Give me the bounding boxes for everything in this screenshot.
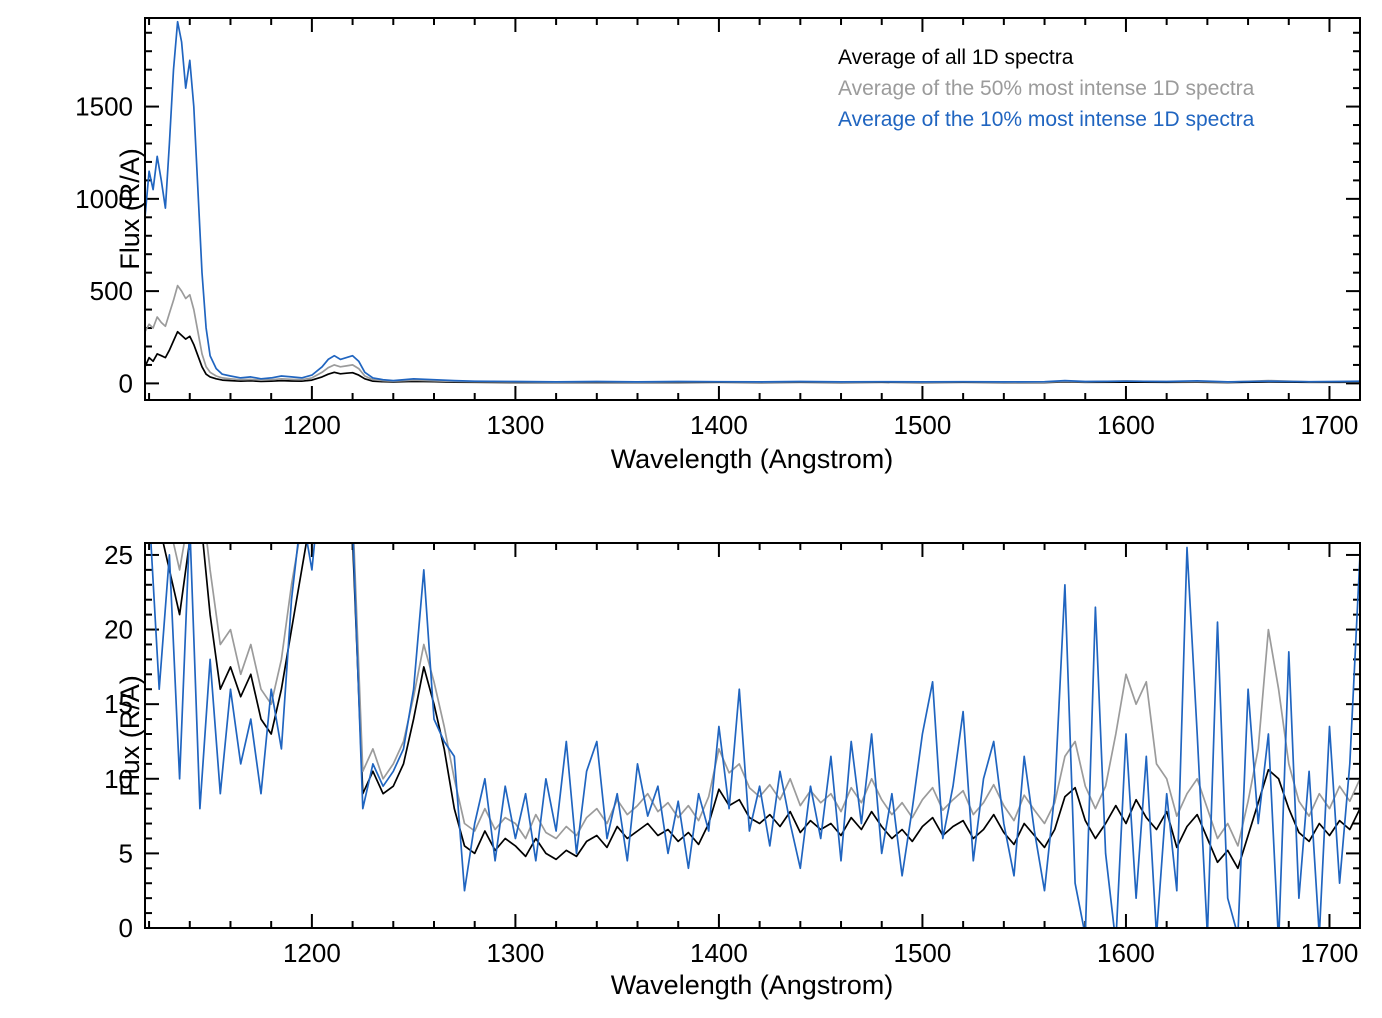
svg-text:25: 25: [104, 540, 133, 570]
svg-text:0: 0: [119, 368, 133, 398]
svg-text:1500: 1500: [75, 92, 133, 122]
svg-text:5: 5: [119, 838, 133, 868]
svg-text:500: 500: [90, 276, 133, 306]
top-line-avg-10pct: [145, 20, 1360, 383]
svg-text:1700: 1700: [1301, 938, 1359, 968]
top-line-avg-all: [145, 330, 1360, 384]
svg-text:1000: 1000: [75, 184, 133, 214]
svg-text:1300: 1300: [486, 938, 544, 968]
svg-text:1300: 1300: [486, 410, 544, 440]
svg-text:1400: 1400: [690, 410, 748, 440]
top-panel: 1200 1300 1400 1500 1600 1700 0 500 1000 1500: [75, 17, 1361, 440]
bottom-panel: 1200 1300 1400 1500 1600 1700 0 5 10 15 20 25: [104, 540, 1361, 968]
svg-text:1500: 1500: [894, 938, 952, 968]
bottom-xaxis-label: Wavelength (Angstrom): [610, 970, 894, 1000]
svg-text:1500: 1500: [894, 410, 952, 440]
top-line-avg-50pct: [145, 284, 1360, 383]
bottom-series-group: [150, 543, 1360, 928]
bottom-line-avg-all: [162, 543, 1360, 870]
legend-entry-10pct: Average of the 10% most intense 1D spect…: [838, 108, 1255, 131]
svg-text:1600: 1600: [1097, 938, 1155, 968]
svg-text:1600: 1600: [1097, 410, 1155, 440]
svg-text:10: 10: [104, 764, 133, 794]
svg-text:1700: 1700: [1301, 410, 1359, 440]
svg-text:1200: 1200: [283, 410, 341, 440]
svg-text:0: 0: [119, 913, 133, 943]
bottom-line-avg-50pct: [172, 543, 1360, 847]
top-yaxis-label: Flux (R/A): [115, 148, 145, 270]
svg-text:1200: 1200: [283, 938, 341, 968]
svg-text:1400: 1400: [690, 938, 748, 968]
svg-text:15: 15: [104, 689, 133, 719]
legend-entry-all: Average of all 1D spectra: [838, 46, 1074, 69]
top-xaxis-label: Wavelength (Angstrom): [610, 444, 894, 474]
legend: Average of all 1D spectra Average of the…: [838, 42, 1254, 135]
bottom-yaxis-label: Flux (R/A): [115, 675, 145, 797]
legend-entry-50pct: Average of the 50% most intense 1D spect…: [838, 77, 1255, 100]
bottom-line-avg-10pct: [150, 543, 1360, 928]
svg-text:20: 20: [104, 615, 133, 645]
top-plot-frame: [144, 17, 1361, 401]
top-series-group: [145, 20, 1360, 384]
bottom-plot-frame: [144, 542, 1361, 929]
